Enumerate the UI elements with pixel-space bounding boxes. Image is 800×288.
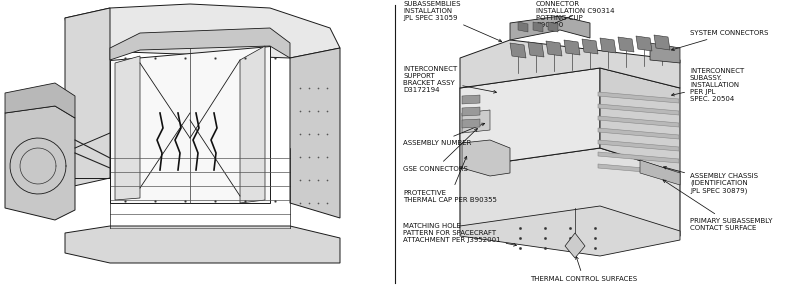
Polygon shape <box>598 164 679 175</box>
Polygon shape <box>582 39 598 54</box>
Text: INTERCONNECT
SUPPORT
BRACKET ASSY
D3172194: INTERCONNECT SUPPORT BRACKET ASSY D31721… <box>403 66 497 93</box>
Polygon shape <box>598 140 679 151</box>
Polygon shape <box>548 22 558 32</box>
Polygon shape <box>460 148 680 253</box>
Polygon shape <box>528 42 544 57</box>
Polygon shape <box>462 107 480 116</box>
Text: THERMAL CONTROL SURFACES: THERMAL CONTROL SURFACES <box>530 256 637 282</box>
Text: ASSEMBLY CHASSIS
(IDENTIFICATION
JPL SPEC 30879): ASSEMBLY CHASSIS (IDENTIFICATION JPL SPE… <box>663 166 758 194</box>
Polygon shape <box>518 22 528 32</box>
Polygon shape <box>65 4 340 58</box>
Text: SYSTEM CONNECTORS: SYSTEM CONNECTORS <box>671 30 768 50</box>
Polygon shape <box>598 128 679 139</box>
Polygon shape <box>462 95 480 104</box>
Polygon shape <box>654 35 670 50</box>
Polygon shape <box>460 40 680 88</box>
Text: PROTECTIVE
THERMAL CAP PER B90355: PROTECTIVE THERMAL CAP PER B90355 <box>403 156 497 203</box>
Text: ASSEMBLY NUMBER: ASSEMBLY NUMBER <box>403 123 485 146</box>
Polygon shape <box>533 22 543 32</box>
Polygon shape <box>462 140 510 176</box>
Text: INTERCONNECT
SUBASSY.
INSTALLATION
PER JPL
SPEC. 20504: INTERCONNECT SUBASSY. INSTALLATION PER J… <box>671 68 744 102</box>
Polygon shape <box>460 68 600 168</box>
Polygon shape <box>636 36 652 51</box>
Polygon shape <box>5 106 75 220</box>
Polygon shape <box>510 43 526 58</box>
Text: GSE CONNECTORS: GSE CONNECTORS <box>403 128 478 172</box>
Polygon shape <box>115 56 140 200</box>
Polygon shape <box>546 41 562 56</box>
Polygon shape <box>65 226 340 263</box>
Text: SUBASSEMBLIES
INSTALLATION
JPL SPEC 31059: SUBASSEMBLIES INSTALLATION JPL SPEC 3105… <box>403 1 502 42</box>
Polygon shape <box>110 46 270 203</box>
Polygon shape <box>600 38 616 53</box>
Polygon shape <box>598 116 679 127</box>
Polygon shape <box>600 68 680 173</box>
Polygon shape <box>618 37 634 52</box>
Polygon shape <box>462 119 480 128</box>
Polygon shape <box>565 233 585 258</box>
Polygon shape <box>598 104 679 115</box>
Polygon shape <box>598 92 679 103</box>
Polygon shape <box>110 28 290 60</box>
Polygon shape <box>650 43 680 63</box>
Polygon shape <box>460 73 510 168</box>
Text: MATCHING HOLE
PATTERN FOR SPACECRAFT
ATTACHMENT PER J3952001: MATCHING HOLE PATTERN FOR SPACECRAFT ATT… <box>403 223 517 246</box>
Text: CONNECTOR
INSTALLATION C90314
POTTING CUP
B90190: CONNECTOR INSTALLATION C90314 POTTING CU… <box>536 1 614 28</box>
Polygon shape <box>65 8 110 188</box>
Polygon shape <box>510 16 590 40</box>
Polygon shape <box>240 46 265 203</box>
Polygon shape <box>564 40 580 55</box>
Polygon shape <box>598 152 679 163</box>
Polygon shape <box>640 160 680 185</box>
Polygon shape <box>462 110 490 133</box>
Polygon shape <box>460 206 680 256</box>
Text: PRIMARY SUBASSEMBLY
CONTACT SURFACE: PRIMARY SUBASSEMBLY CONTACT SURFACE <box>663 180 773 231</box>
Polygon shape <box>5 83 75 118</box>
Polygon shape <box>290 48 340 218</box>
